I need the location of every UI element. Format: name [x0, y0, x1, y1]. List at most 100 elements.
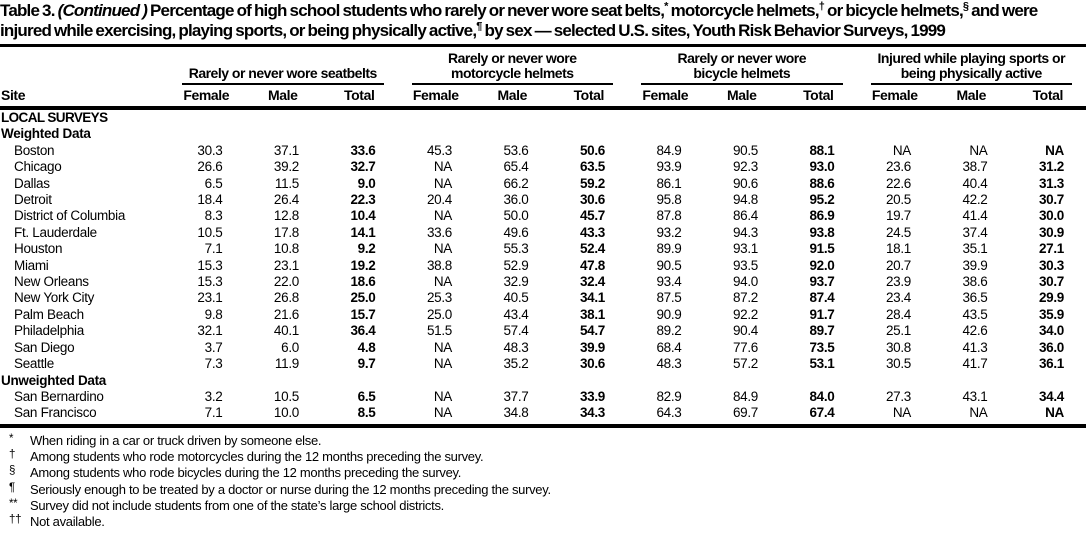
footnote-marker-pilcrow: ¶: [476, 20, 482, 33]
value-cell: 93.4: [656, 274, 682, 290]
value-cell: 45.7: [579, 208, 606, 224]
value-cell: 14.1: [350, 224, 376, 240]
value-cell: 22.0: [273, 274, 299, 290]
value-cell: 32.9: [503, 274, 529, 290]
value-cell: NA: [433, 175, 453, 191]
value-cell: NA: [433, 388, 453, 404]
value-cell: 91.5: [809, 241, 835, 257]
value-cell: 36.0: [1038, 339, 1065, 355]
col-male: Male: [703, 85, 781, 110]
value-cell: 53.1: [809, 356, 835, 372]
value-cell: NA: [433, 274, 453, 290]
value-cell: 37.1: [273, 142, 299, 158]
value-cell: 41.4: [962, 208, 988, 224]
value-cell: 50.0: [503, 208, 529, 224]
value-cell: 32.4: [579, 274, 606, 290]
value-cell: 15.7: [350, 306, 376, 322]
value-cell: 93.8: [809, 224, 835, 240]
value-cell: 92.2: [732, 306, 759, 322]
title-text-bicycle: or bicycle helmets,: [827, 1, 964, 20]
value-cell: 11.5: [274, 175, 299, 191]
value-cell: 35.9: [1038, 306, 1065, 322]
value-cell: 89.7: [809, 323, 835, 339]
table-row: New Orleans 15.3 22.0 18.6 NA 32.9 32.4 93.4 94.…: [0, 274, 1086, 290]
table-row: Dallas 6.5 11.5 9.0 NA 66.2 59.2 86.1 90.6 88.6 22…: [0, 176, 1086, 192]
col-female: Female: [397, 85, 475, 110]
value-cell: 37.7: [503, 388, 529, 404]
value-cell: 37.4: [962, 224, 988, 240]
value-cell: 10.5: [273, 388, 299, 404]
value-cell: 30.3: [197, 142, 223, 158]
value-cell: 38.7: [962, 159, 988, 175]
value-cell: 64.3: [627, 405, 704, 428]
site-cell: San Diego: [14, 339, 75, 355]
site-cell: San Francisco: [0, 405, 168, 428]
site-cell: Ft. Lauderdale: [14, 224, 97, 240]
value-cell: 48.3: [656, 356, 682, 372]
value-cell: 43.5: [962, 306, 988, 322]
footnote-text: When riding in a car or truck driven by …: [30, 432, 322, 448]
value-cell: 57.4: [503, 323, 529, 339]
value-cell: NA: [1009, 405, 1086, 428]
value-cell: 6.5: [357, 388, 376, 404]
table-row: San Francisco 7.1 10.0 8.5 NA 34.8 34.3 64.3 69.…: [0, 405, 1086, 428]
group-seatbelts: Rarely or never wore seatbelts: [168, 46, 398, 85]
value-cell: 88.1: [809, 142, 835, 158]
value-cell: 12.8: [273, 208, 299, 224]
table-row: Philadelphia 32.1 40.1 36.4 51.5 57.4 54.7 89.2…: [0, 323, 1086, 339]
footnotes: * When riding in a car or truck driven by…: [0, 428, 1086, 530]
value-cell: 84.0: [809, 388, 835, 404]
value-cell: NA: [433, 241, 453, 257]
value-cell: 10.4: [350, 208, 376, 224]
value-cell: NA: [856, 405, 934, 428]
value-cell: 48.3: [503, 339, 529, 355]
value-cell: 41.7: [962, 356, 988, 372]
value-cell: 36.0: [503, 192, 529, 208]
value-cell: 40.5: [503, 290, 529, 306]
value-cell: 30.7: [1038, 192, 1065, 208]
value-cell: 34.3: [550, 405, 628, 428]
value-cell: 91.7: [809, 306, 835, 322]
value-cell: 93.7: [809, 274, 835, 290]
value-cell: 9.0: [357, 175, 376, 191]
value-cell: 51.5: [426, 323, 453, 339]
value-cell: 38.1: [579, 306, 606, 322]
footnote-marker: †: [9, 449, 16, 462]
value-cell: 8.3: [204, 208, 223, 224]
footnote: * When riding in a car or truck driven by…: [0, 432, 1086, 448]
value-cell: 87.8: [656, 208, 682, 224]
value-cell: 7.1: [168, 405, 245, 428]
site-cell: District of Columbia: [14, 208, 126, 224]
table-row: New York City 23.1 26.8 25.0 25.3 40.5 34.1 87.…: [0, 290, 1086, 306]
table-row: District of Columbia 8.3 12.8 10.4 NA 50.0 45.…: [0, 208, 1086, 224]
value-cell: 19.2: [350, 257, 376, 273]
value-cell: NA: [433, 339, 453, 355]
group-label-bicycle-helmets: Rarely or never wore bicycle helmets: [641, 51, 843, 85]
value-cell: 36.5: [962, 290, 988, 306]
col-male: Male: [244, 85, 321, 110]
value-cell: 86.4: [732, 208, 759, 224]
value-cell: 43.3: [579, 224, 606, 240]
value-cell: 18.4: [197, 192, 223, 208]
value-cell: 92.3: [732, 159, 759, 175]
value-cell: 22.3: [350, 192, 376, 208]
value-cell: 3.7: [204, 339, 223, 355]
section-label: Weighted Data: [1, 126, 91, 142]
footnote: †† Not available.: [0, 513, 1086, 529]
value-cell: 65.4: [503, 159, 529, 175]
col-male: Male: [474, 85, 551, 110]
value-cell: 9.7: [357, 356, 376, 372]
value-cell: 30.7: [1038, 274, 1065, 290]
site-cell: Dallas: [14, 175, 50, 191]
col-total: Total: [1009, 85, 1086, 110]
site-cell: Miami: [14, 257, 49, 273]
section-label: LOCAL SURVEYS: [1, 110, 108, 125]
value-cell: NA: [433, 159, 453, 175]
value-cell: 94.8: [732, 192, 759, 208]
value-cell: 15.3: [197, 257, 223, 273]
footnote-marker: *: [9, 432, 14, 445]
title-text-end: by sex — selected U.S. sites, Youth Risk…: [484, 21, 946, 40]
value-cell: 43.1: [962, 388, 988, 404]
title-text-seatbelts: Percentage of high school students who r…: [150, 1, 665, 20]
